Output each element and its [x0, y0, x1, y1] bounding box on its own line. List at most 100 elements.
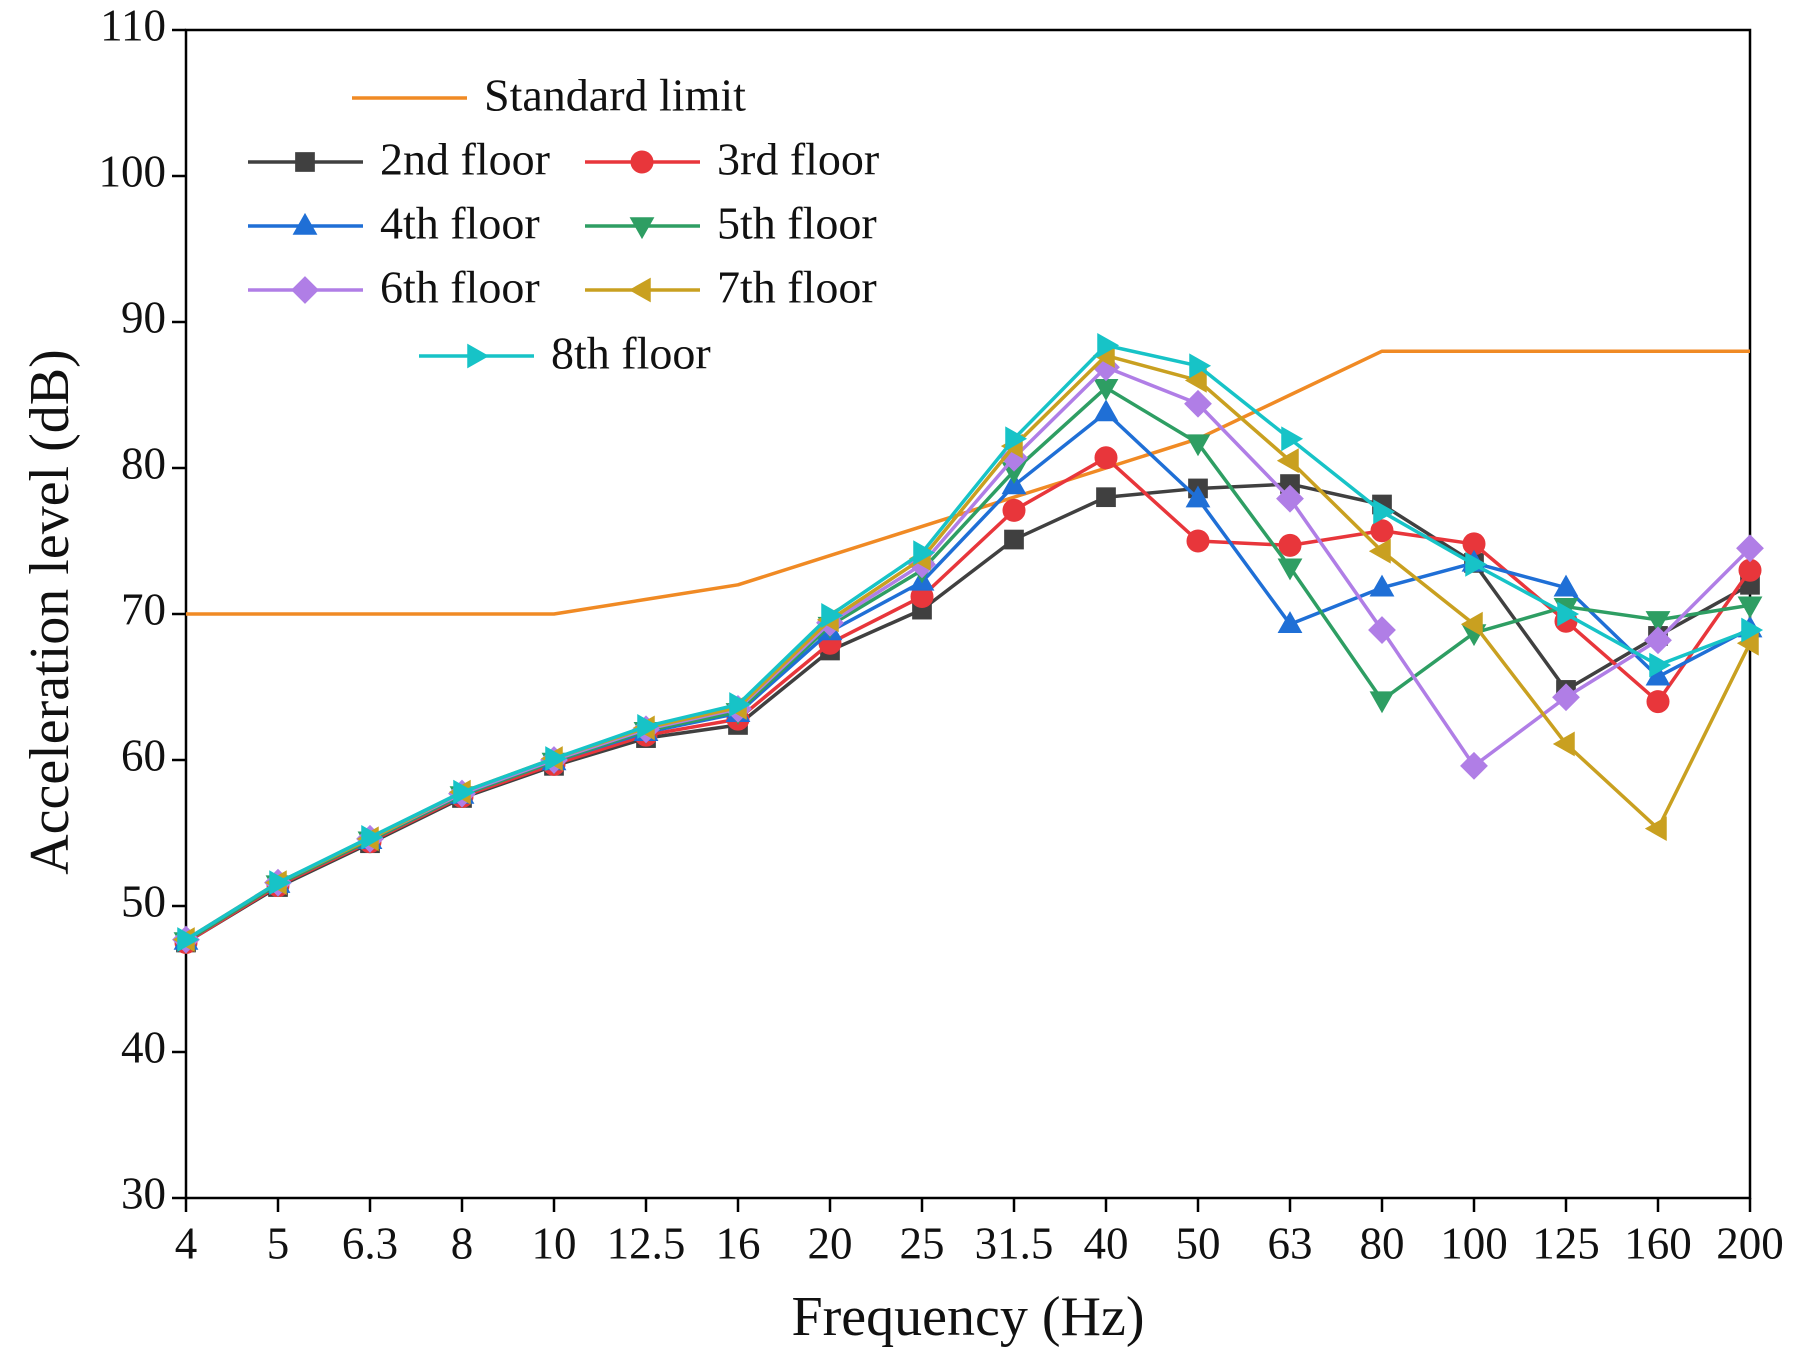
data-point: [821, 603, 844, 628]
legend-marker: [467, 343, 490, 369]
x-tick-label: 25: [900, 1218, 945, 1268]
y-tick-label: 80: [121, 438, 166, 488]
data-point: [545, 746, 568, 771]
legend-text: 7th floor: [717, 262, 877, 313]
data-point: [1005, 426, 1028, 452]
x-tick-label: 40: [1084, 1218, 1129, 1268]
data-point: [637, 714, 660, 739]
x-tick-label: 125: [1532, 1218, 1600, 1268]
data-point: [1649, 652, 1672, 678]
data-point: [361, 824, 384, 850]
legend-text: 6th floor: [380, 262, 540, 313]
x-tick-label: 16: [716, 1218, 761, 1268]
data-point: [1189, 353, 1212, 379]
y-tick-label: 110: [100, 0, 166, 50]
x-tick-label: 20: [808, 1218, 853, 1268]
y-tick-label: 70: [121, 584, 166, 634]
data-point: [269, 870, 292, 896]
y-tick-label: 40: [121, 1022, 166, 1072]
data-point: [1185, 485, 1211, 508]
legend-text: 5th floor: [717, 198, 877, 249]
data-point: [1004, 529, 1024, 550]
data-point: [1644, 816, 1667, 842]
series-line: [185, 456, 1752, 944]
y-tick-label: 50: [121, 876, 166, 926]
y-tick-label: 30: [121, 1168, 166, 1218]
data-point: [1738, 558, 1762, 582]
data-point: [1094, 446, 1118, 470]
data-point: [913, 540, 936, 566]
data-point: [1276, 484, 1304, 513]
x-axis-title: Frequency (Hz): [792, 1286, 1145, 1348]
data-point: [1644, 626, 1672, 655]
series-line: [185, 343, 1751, 942]
x-tick-label: 4: [175, 1218, 198, 1268]
series-line: [185, 353, 1752, 942]
data-point: [1002, 498, 1026, 522]
legend-text: 4th floor: [380, 198, 540, 249]
y-tick-label: 60: [121, 730, 166, 780]
legend-marker: [628, 277, 651, 303]
data-point: [1093, 399, 1119, 422]
data-point: [1184, 389, 1212, 418]
x-tick-label: 80: [1360, 1218, 1405, 1268]
legend-text: 8th floor: [551, 328, 711, 379]
data-point: [1369, 691, 1395, 714]
x-tick-label: 5: [267, 1218, 290, 1268]
legend-marker: [630, 150, 654, 174]
data-point: [1369, 574, 1395, 597]
data-point: [1185, 434, 1211, 457]
legend-text: Standard limit: [484, 70, 746, 121]
legend-marker: [295, 152, 315, 172]
x-tick-label: 31.5: [975, 1218, 1054, 1268]
data-point: [1184, 367, 1207, 393]
data-point: [1096, 487, 1116, 508]
x-tick-label: 50: [1176, 1218, 1221, 1268]
series-line: [185, 385, 1751, 943]
legend-marker: [291, 276, 319, 304]
data-point: [1097, 332, 1120, 358]
data-point: [1736, 534, 1764, 563]
data-point: [1646, 690, 1670, 714]
y-tick-label: 90: [121, 292, 166, 342]
data-point: [1645, 611, 1671, 633]
x-tick-label: 63: [1268, 1218, 1313, 1268]
data-point: [1557, 601, 1580, 627]
data-point: [1277, 558, 1303, 581]
y-tick-label: 100: [99, 146, 167, 196]
series-line: [185, 365, 1752, 942]
data-point: [729, 692, 752, 717]
data-point: [1368, 538, 1391, 564]
data-point: [1460, 751, 1488, 780]
data-point: [1465, 551, 1488, 577]
data-point: [1553, 574, 1579, 597]
data-point: [177, 927, 200, 952]
data-point: [1373, 499, 1396, 525]
y-axis-title: Acceleration level (dB): [19, 349, 81, 875]
x-tick-label: 8: [451, 1218, 474, 1268]
legend-marker: [292, 212, 318, 235]
data-point: [1370, 519, 1394, 543]
data-point: [1368, 616, 1396, 644]
x-tick-label: 10: [532, 1218, 577, 1268]
x-tick-label: 200: [1716, 1218, 1784, 1268]
legend-marker: [629, 217, 655, 240]
x-tick-label: 160: [1624, 1218, 1692, 1268]
legend-text: 2nd floor: [380, 134, 550, 185]
data-point: [1186, 529, 1210, 553]
data-point: [1277, 611, 1303, 633]
x-tick-label: 12.5: [607, 1218, 686, 1268]
data-point: [1276, 448, 1299, 474]
x-tick-label: 6.3: [342, 1218, 398, 1268]
data-point: [1737, 596, 1763, 619]
data-point: [1552, 683, 1580, 712]
data-point: [1281, 426, 1304, 452]
legend-text: 3rd floor: [717, 134, 879, 185]
data-point: [1278, 533, 1302, 557]
x-tick-label: 100: [1440, 1218, 1508, 1268]
data-point: [453, 779, 476, 805]
data-point: [1741, 617, 1764, 643]
data-point: [1460, 611, 1483, 637]
data-point: [1552, 731, 1575, 757]
